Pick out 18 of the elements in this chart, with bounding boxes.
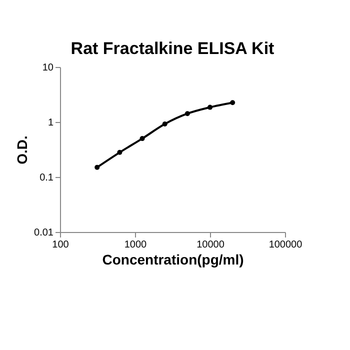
- x-tick-label: 10000: [196, 240, 225, 250]
- point: [208, 104, 212, 110]
- y-axis-title: O.D.: [14, 136, 30, 164]
- y-tick-label: 1: [48, 118, 54, 128]
- x-tick-label: 1000: [124, 240, 148, 250]
- x-tick-label: 100: [52, 240, 70, 250]
- y-tick-label: 0.01: [34, 228, 54, 238]
- point: [162, 121, 168, 126]
- chart-title: Rat Fractalkine ELISA Kit: [70, 39, 275, 58]
- point: [140, 136, 145, 142]
- y-tick-label: 0.1: [40, 172, 54, 184]
- point: [184, 111, 190, 116]
- x-axis-title: Concentration(pg/ml): [102, 252, 244, 268]
- point: [117, 150, 122, 155]
- x-tick-label: 100000: [268, 240, 303, 250]
- point: [230, 100, 236, 106]
- y-tick-label: 10: [42, 62, 54, 74]
- point: [94, 164, 100, 170]
